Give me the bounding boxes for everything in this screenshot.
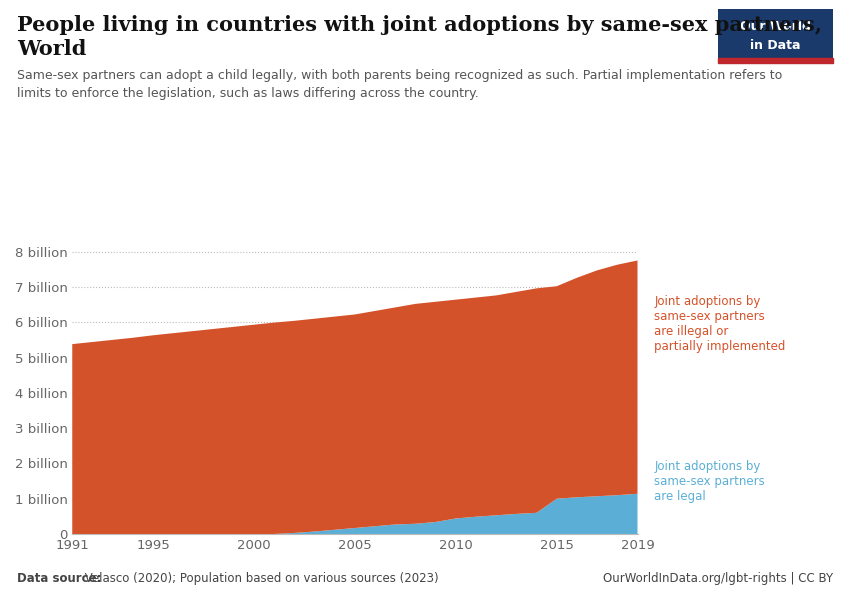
Text: Same-sex partners can adopt a child legally, with both parents being recognized : Same-sex partners can adopt a child lega… bbox=[17, 69, 782, 100]
Text: in Data: in Data bbox=[751, 39, 801, 52]
Text: Data source:: Data source: bbox=[17, 572, 101, 585]
Text: OurWorldInData.org/lgbt-rights | CC BY: OurWorldInData.org/lgbt-rights | CC BY bbox=[603, 572, 833, 585]
Text: Joint adoptions by
same-sex partners
are illegal or
partially implemented: Joint adoptions by same-sex partners are… bbox=[654, 295, 786, 353]
Bar bbox=[718, 58, 833, 63]
Text: World: World bbox=[17, 39, 87, 59]
Text: Joint adoptions by
same-sex partners
are legal: Joint adoptions by same-sex partners are… bbox=[654, 460, 765, 503]
Text: People living in countries with joint adoptions by same-sex partners,: People living in countries with joint ad… bbox=[17, 15, 822, 35]
Text: Our World: Our World bbox=[740, 20, 811, 33]
Text: Velasco (2020); Population based on various sources (2023): Velasco (2020); Population based on vari… bbox=[81, 572, 439, 585]
